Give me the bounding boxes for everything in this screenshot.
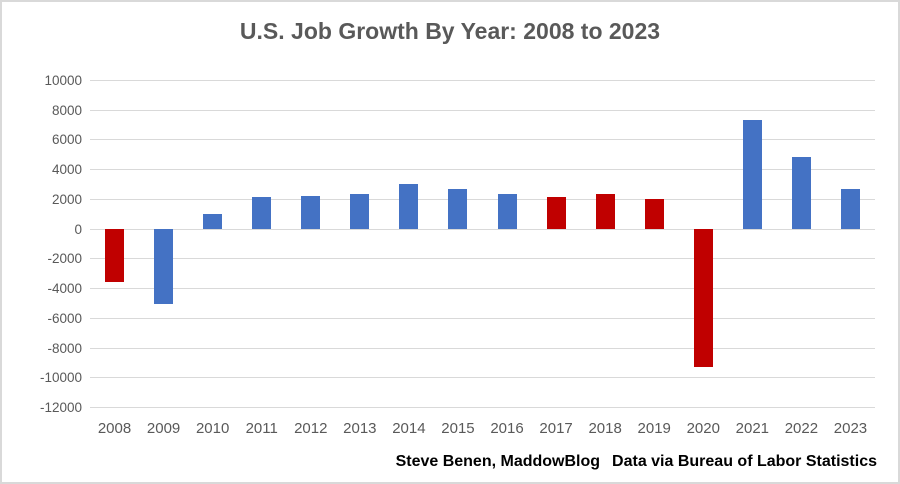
bar-2010 [203, 213, 223, 229]
plot-area: 10000 8000 6000 4000 2000 0 -2000 -4000 -6000 -80… [40, 74, 875, 436]
bar-2020 [693, 228, 713, 367]
y-axis-label--6000: -6000 [47, 310, 82, 326]
gridline-6000 [90, 139, 875, 141]
gridline-10000 [90, 80, 875, 81]
y-axis-label-2000: 2000 [51, 191, 82, 207]
bar-2013 [350, 194, 370, 229]
gridline--12000 [90, 407, 875, 408]
y-axis-label-8000: 8000 [51, 102, 82, 118]
gridline-4000 [90, 169, 875, 171]
y-axis-label-6000: 6000 [51, 132, 82, 148]
x-axis-label-2009: 2009 [146, 420, 181, 437]
y-axis-label--12000: -12000 [39, 400, 82, 415]
x-axis-label-2015: 2015 [441, 420, 475, 437]
bar-2022 [791, 157, 811, 229]
bar-2011 [252, 197, 272, 229]
bar-2019 [644, 198, 664, 229]
chart-title: U.S. Job Growth By Year: 2008 to 2023 [239, 18, 661, 44]
bar-2018 [595, 194, 615, 229]
gridline--8000 [90, 347, 875, 349]
bar-2015 [448, 188, 468, 229]
y-axis-label-0: 0 [74, 221, 82, 237]
gridline--6000 [90, 317, 875, 319]
x-axis-label-2022: 2022 [784, 420, 819, 437]
x-axis-label-2013: 2013 [343, 420, 377, 437]
x-axis-label-2019: 2019 [637, 420, 671, 437]
x-axis-label-2023: 2023 [833, 420, 868, 437]
bar-2016 [497, 194, 517, 229]
x-axis-label-2012: 2012 [294, 420, 328, 437]
bar-2014 [399, 184, 419, 229]
y-axis-label--10000: -10000 [39, 370, 82, 386]
y-axis-label-10000: 10000 [44, 73, 82, 88]
footer-source: Data via Bureau of Labor Statistics [612, 453, 877, 470]
bar-2012 [301, 195, 321, 229]
chart-footer: Steve Benen, MaddowBlog Data via Bureau … [396, 453, 877, 471]
gridline-8000 [90, 109, 875, 111]
y-axis-label-4000: 4000 [51, 162, 82, 178]
gridline-2000 [90, 198, 875, 200]
bar-2008 [105, 228, 125, 283]
x-axis-label-2014: 2014 [392, 420, 426, 437]
x-axis-label-2021: 2021 [735, 420, 770, 437]
x-axis-label-2017: 2017 [539, 420, 573, 437]
x-axis-label-2020: 2020 [686, 420, 720, 437]
bar-2023 [840, 188, 860, 229]
gridline-0 [90, 228, 875, 230]
x-axis-label-2010: 2010 [195, 420, 230, 437]
y-axis-label--2000: -2000 [47, 251, 82, 267]
x-axis-label-2011: 2011 [245, 420, 278, 437]
gridline--4000 [90, 288, 875, 290]
x-axis-label-2016: 2016 [490, 420, 524, 437]
bar-2017 [546, 197, 566, 229]
x-axis-label-2018: 2018 [588, 420, 622, 437]
bar-2009 [154, 228, 174, 305]
y-axis-label--4000: -4000 [47, 281, 82, 297]
x-axis-label-2008: 2008 [97, 420, 132, 437]
gridline--2000 [90, 258, 875, 260]
bar-2021 [742, 120, 762, 229]
y-axis-label--8000: -8000 [47, 340, 82, 356]
gridline--10000 [90, 377, 875, 379]
footer-credit: Steve Benen, MaddowBlog [395, 453, 601, 470]
